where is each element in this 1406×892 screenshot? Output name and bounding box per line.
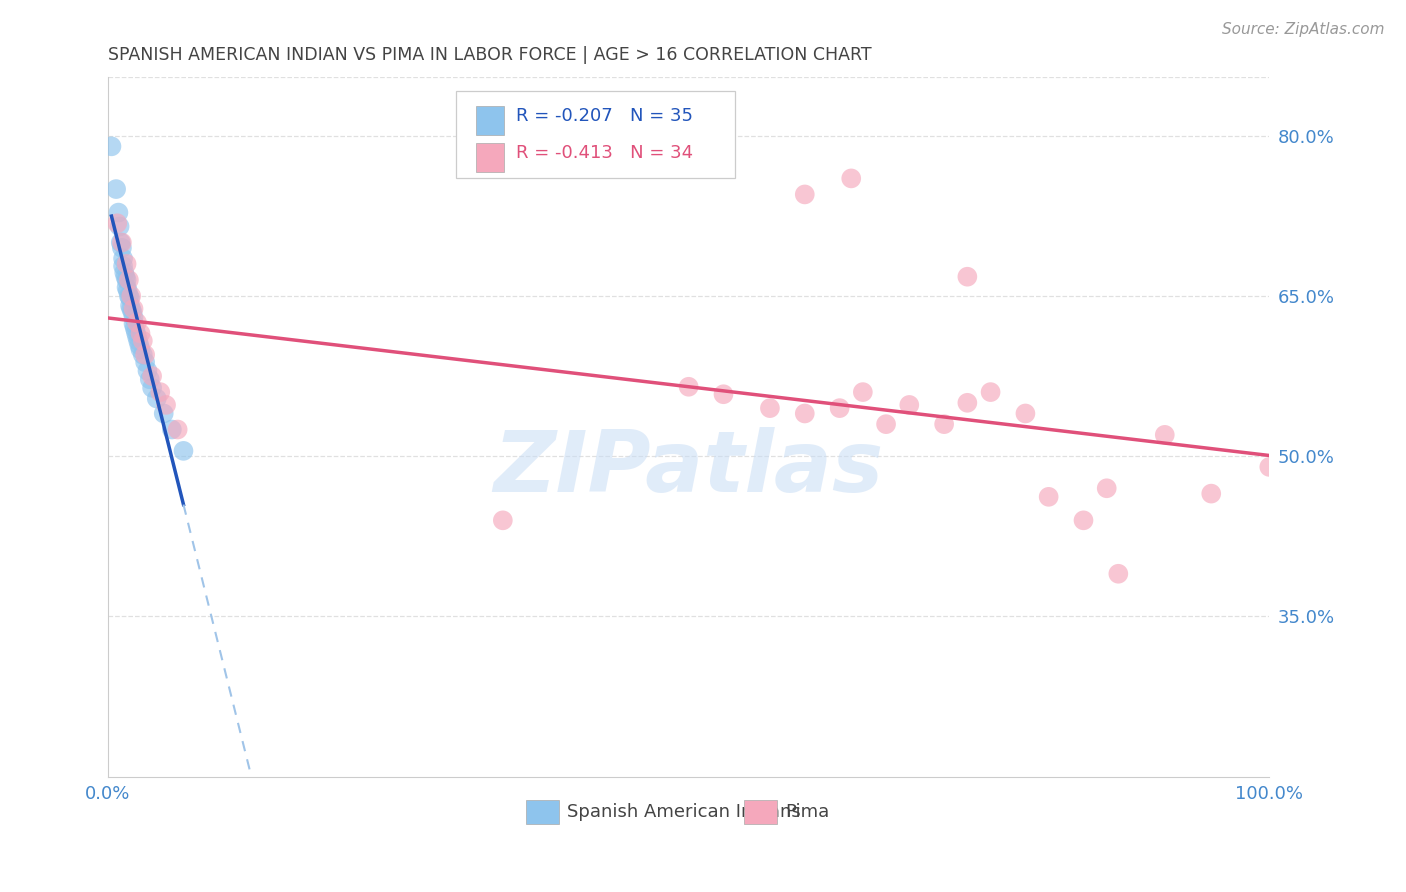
Point xyxy=(129,343,152,357)
Point xyxy=(115,257,138,271)
Point xyxy=(152,407,174,421)
Point xyxy=(118,299,141,313)
Point xyxy=(136,364,159,378)
Point xyxy=(1199,486,1222,500)
Point xyxy=(139,372,162,386)
FancyBboxPatch shape xyxy=(477,105,503,135)
Point xyxy=(141,369,163,384)
Point xyxy=(105,182,128,196)
Point xyxy=(759,401,782,416)
Point xyxy=(107,205,129,219)
Point xyxy=(120,301,142,316)
Point xyxy=(118,289,141,303)
Point xyxy=(980,385,1002,400)
Point xyxy=(129,326,152,341)
Point xyxy=(155,398,177,412)
Point xyxy=(492,513,515,527)
Point xyxy=(115,273,138,287)
Point xyxy=(108,219,131,234)
Point xyxy=(105,216,128,230)
Point xyxy=(132,334,155,348)
Point xyxy=(114,269,136,284)
Point xyxy=(125,316,148,330)
Point xyxy=(1014,407,1036,421)
FancyBboxPatch shape xyxy=(457,91,735,178)
Text: ZIPatlas: ZIPatlas xyxy=(494,427,884,510)
Text: R = -0.413   N = 34: R = -0.413 N = 34 xyxy=(516,145,693,162)
Point xyxy=(149,385,172,400)
Point xyxy=(160,423,183,437)
Point xyxy=(128,338,150,352)
Point xyxy=(111,241,134,255)
Point xyxy=(111,235,134,250)
Text: Pima: Pima xyxy=(785,803,830,822)
Point xyxy=(115,280,138,294)
Point xyxy=(141,381,163,395)
Point xyxy=(956,396,979,410)
Point xyxy=(117,284,139,298)
Point xyxy=(120,289,142,303)
Point xyxy=(934,417,956,432)
Point xyxy=(112,252,135,266)
FancyBboxPatch shape xyxy=(526,800,558,824)
Point xyxy=(956,269,979,284)
Point xyxy=(110,235,132,250)
Point xyxy=(112,265,135,279)
Point xyxy=(100,139,122,153)
Point xyxy=(1107,566,1129,581)
Point xyxy=(678,380,700,394)
Point xyxy=(112,259,135,273)
Point xyxy=(145,392,167,406)
Text: R = -0.207   N = 35: R = -0.207 N = 35 xyxy=(516,107,693,125)
Point xyxy=(125,329,148,343)
Point xyxy=(839,171,862,186)
Point xyxy=(118,273,141,287)
FancyBboxPatch shape xyxy=(744,800,778,824)
Point xyxy=(828,401,851,416)
Point xyxy=(852,385,875,400)
Point xyxy=(166,423,188,437)
Point xyxy=(1073,513,1095,527)
Text: SPANISH AMERICAN INDIAN VS PIMA IN LABOR FORCE | AGE > 16 CORRELATION CHART: SPANISH AMERICAN INDIAN VS PIMA IN LABOR… xyxy=(108,46,872,64)
Point xyxy=(1038,490,1060,504)
Point xyxy=(122,310,145,325)
Point xyxy=(121,305,143,319)
Point xyxy=(793,407,815,421)
Point xyxy=(127,334,149,348)
Point xyxy=(875,417,897,432)
Point xyxy=(713,387,735,401)
Point xyxy=(134,355,156,369)
Point xyxy=(122,301,145,316)
Point xyxy=(125,325,148,339)
Point xyxy=(124,321,146,335)
Point xyxy=(122,317,145,331)
Text: Source: ZipAtlas.com: Source: ZipAtlas.com xyxy=(1222,22,1385,37)
FancyBboxPatch shape xyxy=(477,143,503,172)
Point xyxy=(1258,459,1281,474)
Point xyxy=(1153,427,1175,442)
Point xyxy=(132,348,155,362)
Point xyxy=(172,443,194,458)
Point xyxy=(118,291,141,305)
Point xyxy=(793,187,815,202)
Point xyxy=(1095,481,1118,495)
Point xyxy=(898,398,921,412)
Text: Spanish American Indians: Spanish American Indians xyxy=(567,803,800,822)
Point xyxy=(134,348,156,362)
